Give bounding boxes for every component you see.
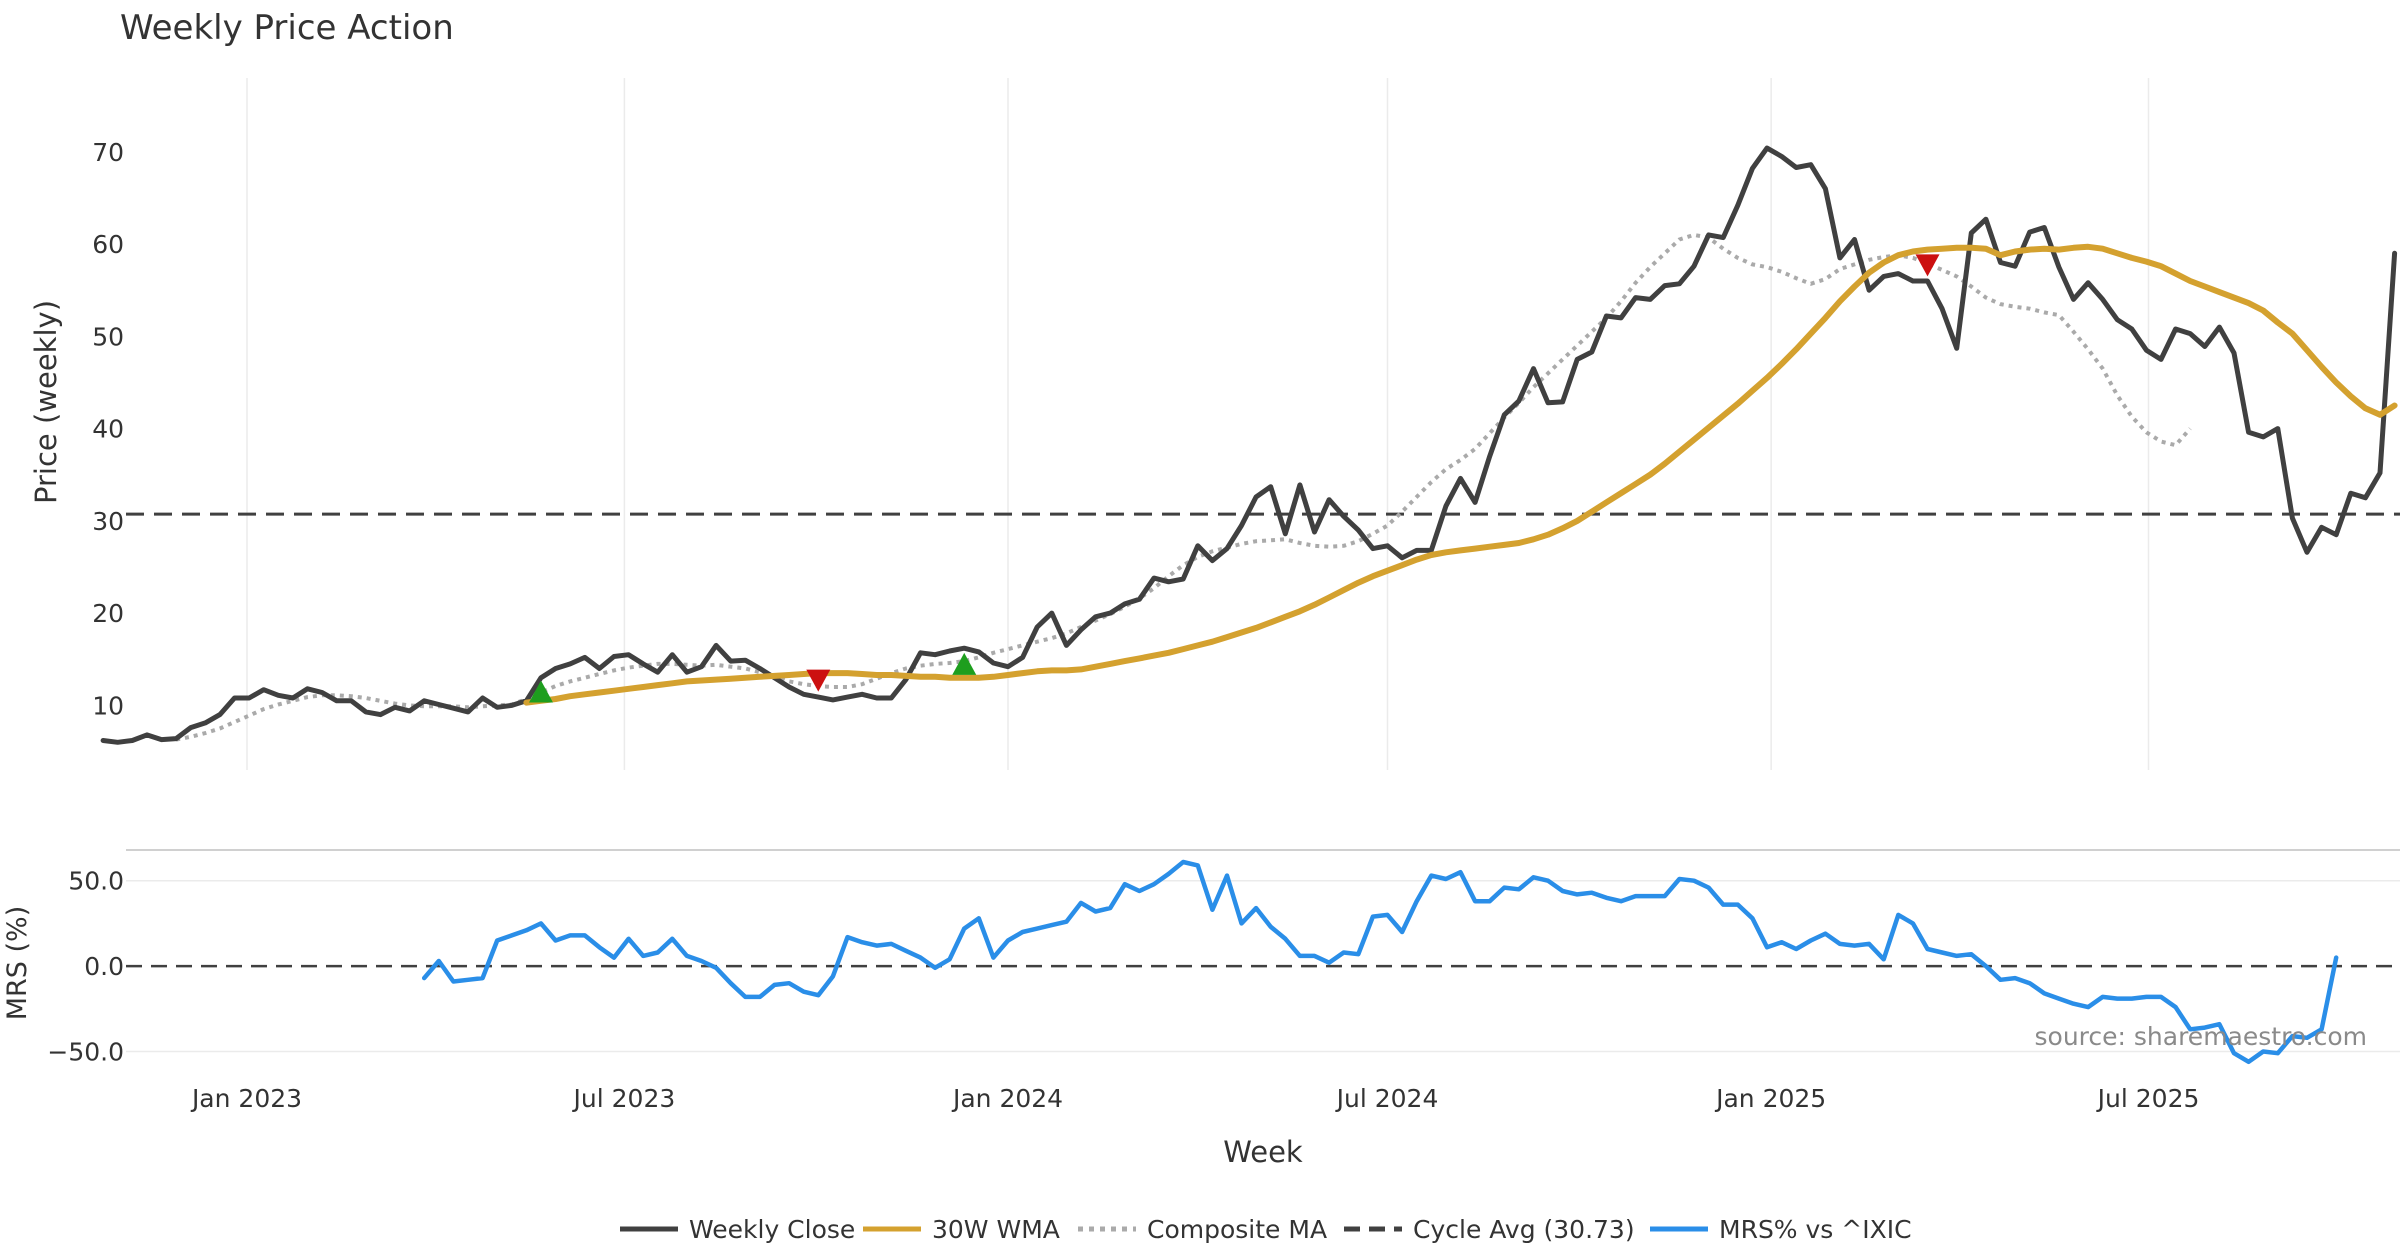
wma-30w-line: [523, 243, 2398, 706]
mrs-y-axis-label: MRS (%): [2, 906, 33, 1021]
buy-signal-marker: [952, 652, 977, 675]
mrs-panel: [126, 859, 2400, 1065]
legend-label: Cycle Avg (30.73): [1413, 1215, 1635, 1244]
buy-signal-marker: [528, 680, 553, 703]
price-y-axis-label: Price (weekly): [29, 300, 63, 504]
mrs-y-tick-label: 0.0: [84, 952, 124, 981]
x-tick-label: Jul 2023: [572, 1084, 676, 1113]
source-annotation: source: sharemaestro.com: [2035, 1022, 2368, 1051]
legend-label: Composite MA: [1147, 1215, 1327, 1244]
price-gridlines: 10 20 30 40 50 60 70: [92, 78, 2150, 770]
x-tick-labels: Jan 2023 Jul 2023 Jan 2024 Jul 2024 Jan 2025…: [190, 1084, 2199, 1113]
x-tick-label: Jul 2024: [1335, 1084, 1439, 1113]
price-y-tick-label: 10: [92, 691, 124, 720]
price-y-tick-label: 60: [92, 230, 124, 259]
legend-label: 30W WMA: [932, 1215, 1060, 1244]
legend: Weekly Close 30W WMA Composite MA Cycle Avg…: [620, 1215, 1912, 1244]
price-panel: [100, 145, 2400, 745]
x-axis-label: Week: [1223, 1135, 1303, 1169]
sell-signal-marker: [806, 669, 831, 692]
composite-ma-line: [175, 232, 2192, 742]
legend-label: Weekly Close: [689, 1215, 855, 1244]
sell-signal-marker: [1915, 254, 1940, 277]
price-y-tick-label: 30: [92, 507, 124, 536]
chart-title: Weekly Price Action: [120, 8, 454, 48]
x-tick-label: Jan 2025: [1714, 1084, 1826, 1113]
price-y-tick-label: 50: [92, 322, 124, 351]
weekly-close-line: [100, 145, 2398, 745]
price-y-tick-label: 70: [92, 138, 124, 167]
mrs-line: [421, 859, 2339, 1065]
x-tick-label: Jan 2024: [951, 1084, 1063, 1113]
mrs-y-tick-label: 50.0: [68, 867, 124, 896]
x-tick-label: Jul 2025: [2096, 1084, 2200, 1113]
mrs-y-tick-label: −50.0: [47, 1038, 124, 1067]
mrs-gridlines: 50.0 0.0 −50.0: [47, 867, 2400, 1067]
legend-label: MRS% vs ^IXIC: [1719, 1215, 1912, 1244]
x-tick-label: Jan 2023: [190, 1084, 302, 1113]
price-y-tick-label: 40: [92, 415, 124, 444]
price-y-tick-label: 20: [92, 599, 124, 628]
